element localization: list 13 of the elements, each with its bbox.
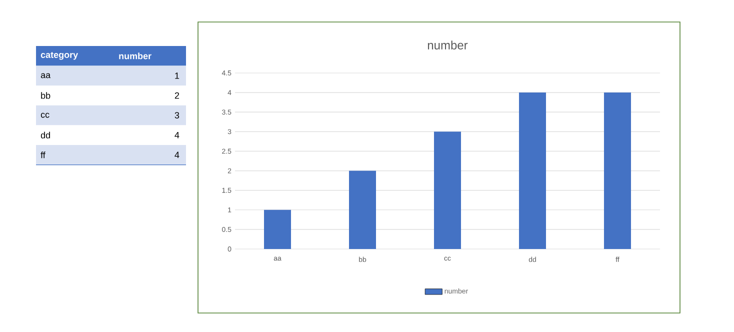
text: 3 bbox=[174, 112, 180, 118]
category-label: bb bbox=[41, 92, 50, 99]
text: 1 bbox=[175, 72, 180, 79]
category-label: aa bbox=[40, 73, 51, 78]
chart-title: number bbox=[428, 40, 468, 50]
category-label: dd bbox=[40, 132, 50, 138]
category-label: ff bbox=[40, 152, 46, 158]
chart-title: number bbox=[119, 52, 152, 60]
text: 4 bbox=[174, 132, 180, 138]
text: category bbox=[40, 52, 78, 60]
text: 4 bbox=[174, 152, 180, 158]
text: 2 bbox=[174, 92, 180, 99]
category-label: cc bbox=[40, 112, 50, 118]
